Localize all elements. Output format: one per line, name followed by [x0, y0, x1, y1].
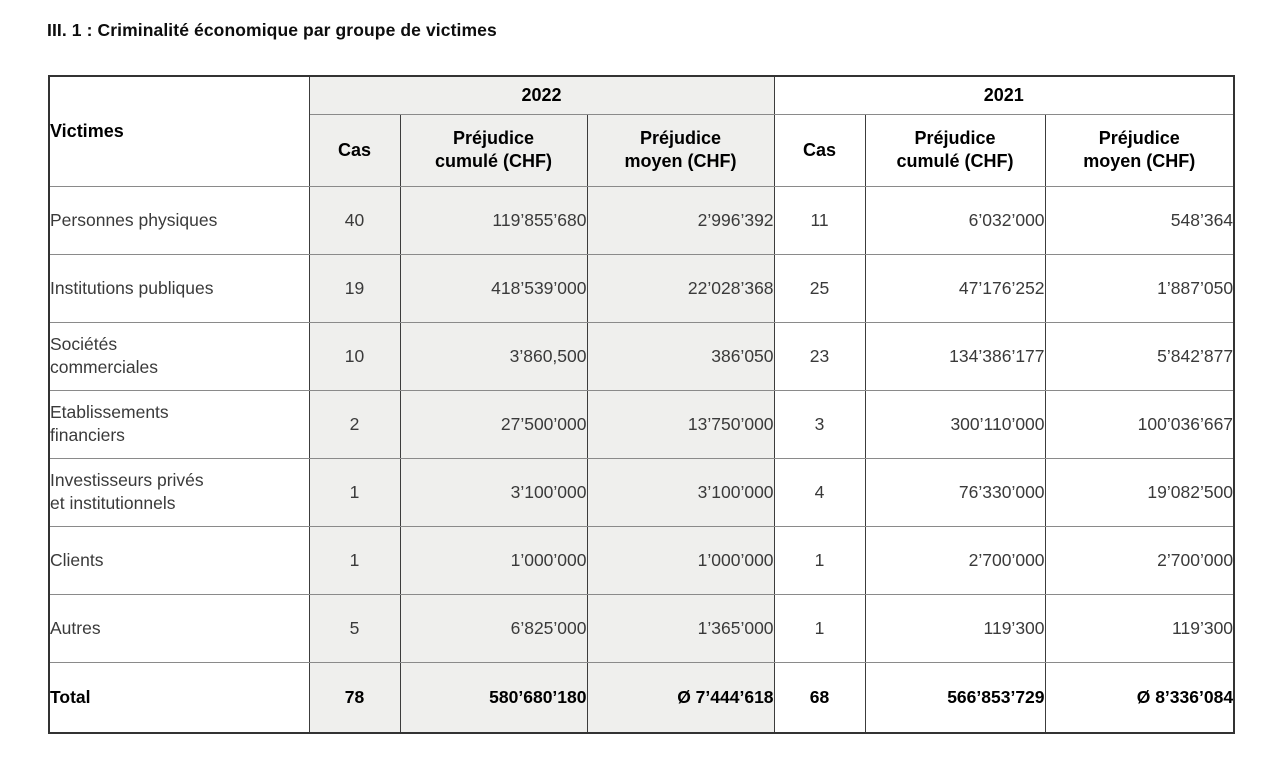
table-row-investisseurs: Investisseurs privés et institutionnels … — [48, 457, 1235, 527]
cell-moyen-2021: 19’082’500 — [1044, 457, 1235, 527]
column-header-cumule-2021: Préjudice cumulé (CHF) — [864, 113, 1046, 187]
cell-cas-2021: 23 — [773, 321, 866, 391]
cell-moyen-2022: 2’996’392 — [586, 185, 775, 255]
year-header-row: Victimes 2022 2021 — [48, 75, 1235, 187]
row-label: Clients — [48, 525, 310, 595]
cell-cumule-2021: 119’300 — [864, 593, 1046, 663]
column-header-cumule-2022: Préjudice cumulé (CHF) — [399, 113, 588, 187]
table-row-etablissements-financiers: Etablissements financiers 2 27’500’000 1… — [48, 389, 1235, 459]
cell-moyen-2022: 386’050 — [586, 321, 775, 391]
cell-moyen-2021: 548’364 — [1044, 185, 1235, 255]
table-row-personnes-physiques: Personnes physiques 40 119’855’680 2’996… — [48, 185, 1235, 255]
column-header-moyen-2022: Préjudice moyen (CHF) — [586, 113, 775, 187]
column-header-moyen-2022-label: Préjudice moyen (CHF) — [624, 128, 737, 171]
row-label: Etablissements financiers — [48, 389, 310, 459]
cell-moyen-2022: 13’750’000 — [586, 389, 775, 459]
cell-cumule-2022: 3’860,500 — [399, 321, 588, 391]
cell-cumule-2021: 2’700’000 — [864, 525, 1046, 595]
cell-cas-2021: 25 — [773, 253, 866, 323]
cell-cumule-2021: 47’176’252 — [864, 253, 1046, 323]
column-header-cas-2021: Cas — [773, 113, 866, 187]
row-label: Investisseurs privés et institutionnels — [48, 457, 310, 527]
cell-cas-2022: 10 — [308, 321, 401, 391]
total-cumule-2022: 580’680’180 — [399, 661, 588, 734]
cell-moyen-2022: 22’028’368 — [586, 253, 775, 323]
cell-moyen-2021: 100’036’667 — [1044, 389, 1235, 459]
row-label: Autres — [48, 593, 310, 663]
table-row-autres: Autres 5 6’825’000 1’365’000 1 119’300 1… — [48, 593, 1235, 663]
cell-cas-2022: 19 — [308, 253, 401, 323]
cell-moyen-2022: 1’000’000 — [586, 525, 775, 595]
table-row-total: Total 78 580’680’180 Ø 7’444’618 68 566’… — [48, 661, 1235, 734]
cell-moyen-2022: 1’365’000 — [586, 593, 775, 663]
cell-cumule-2021: 300’110’000 — [864, 389, 1046, 459]
cell-cas-2022: 1 — [308, 525, 401, 595]
cell-cas-2021: 1 — [773, 593, 866, 663]
column-header-moyen-2021-label: Préjudice moyen (CHF) — [1083, 128, 1196, 171]
cell-cas-2021: 4 — [773, 457, 866, 527]
row-label: Personnes physiques — [48, 185, 310, 255]
column-header-cumule-2021-label: Préjudice cumulé (CHF) — [896, 128, 1014, 171]
column-header-cumule-2022-label: Préjudice cumulé (CHF) — [435, 128, 552, 171]
cell-cumule-2022: 1’000’000 — [399, 525, 588, 595]
cell-cas-2021: 11 — [773, 185, 866, 255]
year-header-2021: 2021 — [773, 75, 1235, 115]
cell-cumule-2022: 418’539’000 — [399, 253, 588, 323]
cell-cas-2022: 1 — [308, 457, 401, 527]
total-cas-2022: 78 — [308, 661, 401, 734]
total-cas-2021: 68 — [773, 661, 866, 734]
table-row-institutions-publiques: Institutions publiques 19 418’539’000 22… — [48, 253, 1235, 323]
table-row-societes-commerciales: Sociétés commerciales 10 3’860,500 386’0… — [48, 321, 1235, 391]
cell-cas-2021: 3 — [773, 389, 866, 459]
cell-cas-2022: 5 — [308, 593, 401, 663]
cell-moyen-2021: 1’887’050 — [1044, 253, 1235, 323]
cell-moyen-2022: 3’100’000 — [586, 457, 775, 527]
sub-header-row: Cas Préjudice cumulé (CHF) Préjudice moy… — [49, 113, 1235, 187]
cell-cumule-2022: 119’855’680 — [399, 185, 588, 255]
column-header-cas-2022: Cas — [308, 113, 401, 187]
row-label: Institutions publiques — [48, 253, 310, 323]
cell-moyen-2021: 5’842’877 — [1044, 321, 1235, 391]
cell-cas-2022: 40 — [308, 185, 401, 255]
table-row-clients: Clients 1 1’000’000 1’000’000 1 2’700’00… — [48, 525, 1235, 595]
cell-moyen-2021: 2’700’000 — [1044, 525, 1235, 595]
column-header-victimes: Victimes — [48, 75, 310, 187]
cell-cumule-2021: 76’330’000 — [864, 457, 1046, 527]
figure-title: III. 1 : Criminalité économique par grou… — [47, 20, 497, 40]
cell-cumule-2022: 3’100’000 — [399, 457, 588, 527]
column-header-moyen-2021: Préjudice moyen (CHF) — [1044, 113, 1235, 187]
year-header-2022: 2022 — [308, 75, 775, 115]
cell-moyen-2021: 119’300 — [1044, 593, 1235, 663]
cell-cas-2021: 1 — [773, 525, 866, 595]
cell-cumule-2022: 6’825’000 — [399, 593, 588, 663]
cell-cumule-2021: 134’386’177 — [864, 321, 1046, 391]
total-moyen-2022: Ø 7’444’618 — [586, 661, 775, 734]
cell-cumule-2021: 6’032’000 — [864, 185, 1046, 255]
total-moyen-2021: Ø 8’336’084 — [1044, 661, 1235, 734]
cell-cumule-2022: 27’500’000 — [399, 389, 588, 459]
total-label: Total — [48, 661, 310, 734]
total-cumule-2021: 566’853’729 — [864, 661, 1046, 734]
victims-table: Victimes 2022 2021 Cas Préjudice cumulé … — [48, 75, 1236, 734]
cell-cas-2022: 2 — [308, 389, 401, 459]
row-label: Sociétés commerciales — [48, 321, 310, 391]
